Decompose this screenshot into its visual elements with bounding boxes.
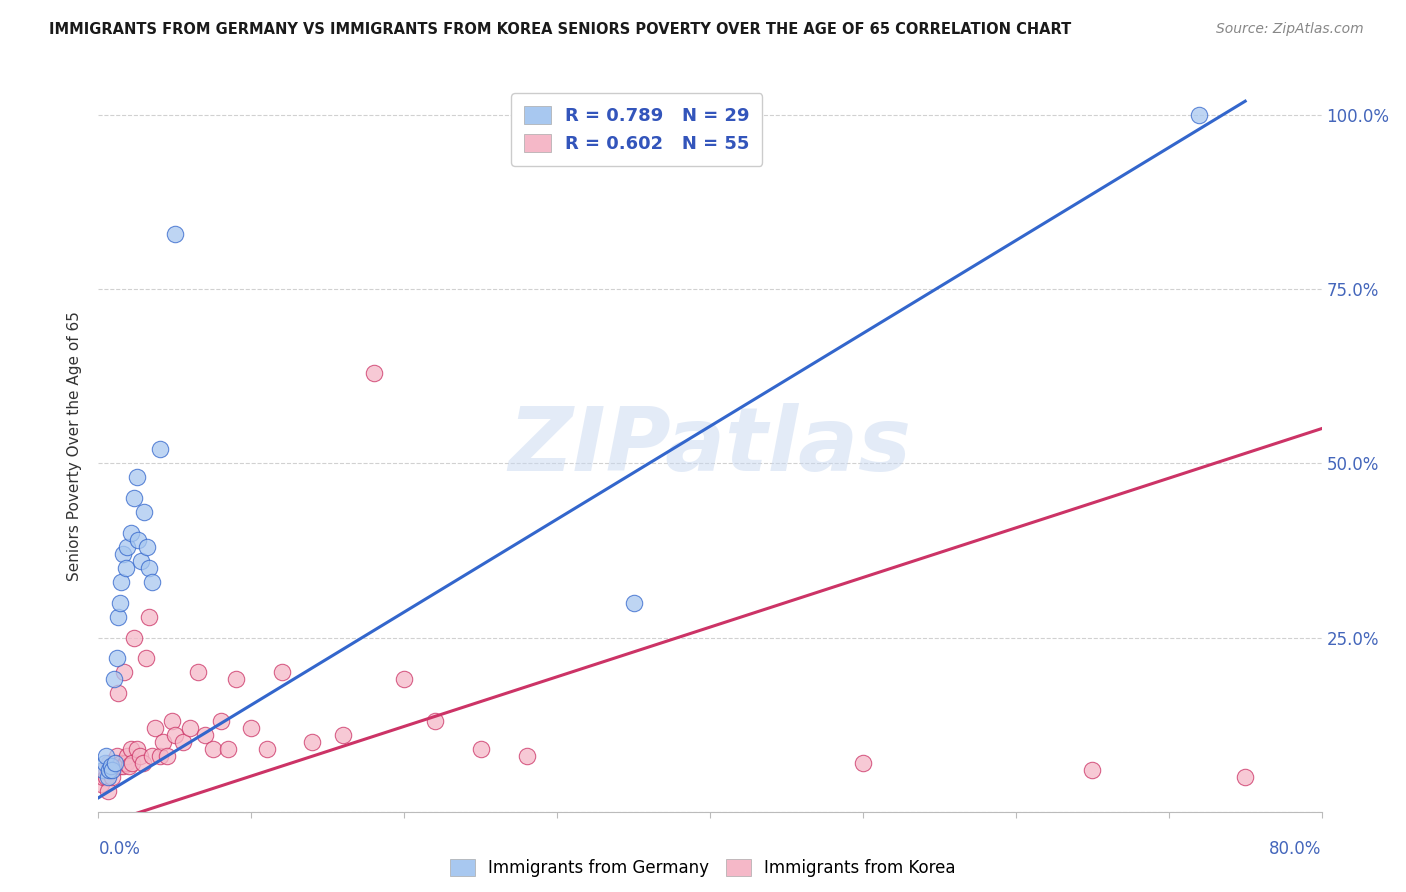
Point xyxy=(470,742,492,756)
Point xyxy=(163,728,186,742)
Point xyxy=(270,665,292,680)
Point xyxy=(94,749,117,764)
Point xyxy=(516,749,538,764)
Point xyxy=(93,763,115,777)
Point xyxy=(135,651,157,665)
Point xyxy=(118,759,141,773)
Point xyxy=(120,742,142,756)
Text: 80.0%: 80.0% xyxy=(1270,839,1322,857)
Point xyxy=(98,763,121,777)
Point xyxy=(117,749,139,764)
Point xyxy=(108,759,131,773)
Text: 0.0%: 0.0% xyxy=(98,839,141,857)
Point xyxy=(125,470,148,484)
Point xyxy=(101,770,124,784)
Point xyxy=(115,756,138,770)
Text: ZIPatlas: ZIPatlas xyxy=(509,402,911,490)
Point xyxy=(121,756,143,770)
Point xyxy=(852,756,875,770)
Point xyxy=(172,735,194,749)
Point xyxy=(127,533,149,547)
Point xyxy=(100,759,122,773)
Point xyxy=(94,770,117,784)
Point xyxy=(101,763,124,777)
Point xyxy=(217,742,239,756)
Point xyxy=(1081,763,1104,777)
Point xyxy=(179,721,201,735)
Y-axis label: Seniors Poverty Over the Age of 65: Seniors Poverty Over the Age of 65 xyxy=(67,311,83,581)
Point xyxy=(623,596,645,610)
Point xyxy=(105,749,128,764)
Point xyxy=(100,763,122,777)
Point xyxy=(202,742,225,756)
Point xyxy=(117,540,139,554)
Point xyxy=(107,686,129,700)
Point xyxy=(90,777,112,791)
Point xyxy=(423,714,446,728)
Point xyxy=(97,770,120,784)
Point xyxy=(301,735,323,749)
Point xyxy=(110,756,132,770)
Point xyxy=(91,770,114,784)
Point xyxy=(128,749,150,764)
Point xyxy=(163,227,186,241)
Point xyxy=(108,596,131,610)
Point xyxy=(132,756,155,770)
Point xyxy=(149,442,172,457)
Point xyxy=(122,631,145,645)
Point xyxy=(156,749,179,764)
Point xyxy=(149,749,172,764)
Point xyxy=(120,526,142,541)
Point xyxy=(110,574,132,589)
Point xyxy=(209,714,232,728)
Point xyxy=(363,366,385,380)
Point xyxy=(107,609,129,624)
Point xyxy=(141,749,163,764)
Point xyxy=(1188,108,1211,122)
Point xyxy=(103,673,125,687)
Point xyxy=(141,574,163,589)
Point xyxy=(122,491,145,506)
Point xyxy=(112,665,135,680)
Point xyxy=(98,756,121,770)
Point xyxy=(136,540,159,554)
Point xyxy=(225,673,247,687)
Text: Source: ZipAtlas.com: Source: ZipAtlas.com xyxy=(1216,22,1364,37)
Point xyxy=(138,561,160,575)
Point xyxy=(104,759,127,773)
Point xyxy=(194,728,217,742)
Point xyxy=(143,721,166,735)
Point xyxy=(103,756,125,770)
Point xyxy=(138,609,160,624)
Text: IMMIGRANTS FROM GERMANY VS IMMIGRANTS FROM KOREA SENIORS POVERTY OVER THE AGE OF: IMMIGRANTS FROM GERMANY VS IMMIGRANTS FR… xyxy=(49,22,1071,37)
Point xyxy=(392,673,416,687)
Point xyxy=(115,561,138,575)
Point xyxy=(125,742,148,756)
Point xyxy=(93,756,115,770)
Legend: R = 0.789   N = 29, R = 0.602   N = 55: R = 0.789 N = 29, R = 0.602 N = 55 xyxy=(510,93,762,166)
Point xyxy=(187,665,209,680)
Point xyxy=(111,547,134,561)
Point xyxy=(160,714,183,728)
Point xyxy=(332,728,354,742)
Point xyxy=(111,759,134,773)
Point xyxy=(240,721,263,735)
Point xyxy=(134,505,156,519)
Point xyxy=(105,651,128,665)
Point xyxy=(1234,770,1257,784)
Point xyxy=(97,784,120,798)
Point xyxy=(152,735,174,749)
Point xyxy=(104,756,127,770)
Point xyxy=(129,554,152,568)
Point xyxy=(256,742,278,756)
Point xyxy=(91,763,114,777)
Legend: Immigrants from Germany, Immigrants from Korea: Immigrants from Germany, Immigrants from… xyxy=(443,852,963,884)
